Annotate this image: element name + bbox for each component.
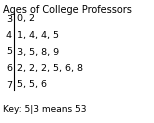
- Text: 2, 2, 2, 5, 6, 8: 2, 2, 2, 5, 6, 8: [17, 64, 83, 73]
- Text: 3, 5, 8, 9: 3, 5, 8, 9: [17, 47, 59, 56]
- Text: Key: 5|3 means 53: Key: 5|3 means 53: [3, 105, 87, 114]
- Text: 6: 6: [6, 64, 12, 73]
- Text: 3: 3: [6, 15, 12, 23]
- Text: 1, 4, 4, 5: 1, 4, 4, 5: [17, 31, 59, 40]
- Text: Ages of College Professors: Ages of College Professors: [3, 5, 132, 15]
- Text: 5, 5, 6: 5, 5, 6: [17, 80, 47, 90]
- Text: 5: 5: [6, 47, 12, 56]
- Text: 0, 2: 0, 2: [17, 15, 35, 23]
- Text: 7: 7: [6, 80, 12, 90]
- Text: 4: 4: [6, 31, 12, 40]
